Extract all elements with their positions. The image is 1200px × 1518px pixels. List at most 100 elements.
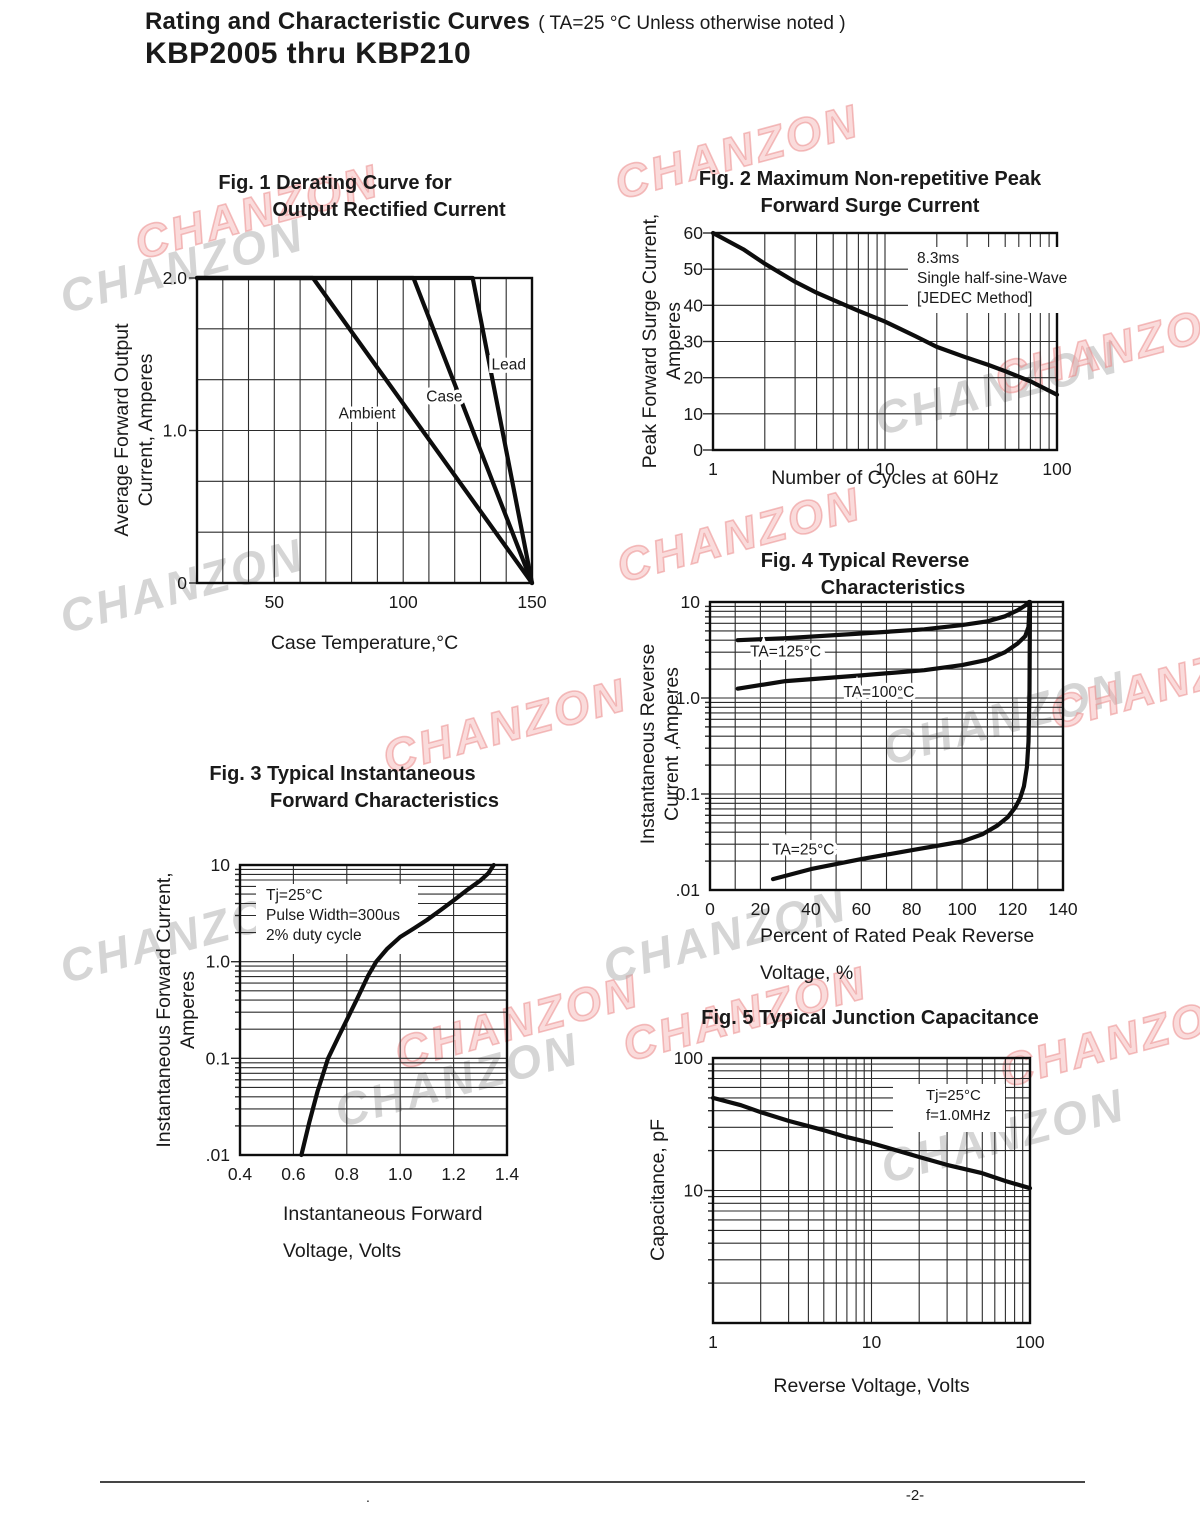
fig5-title: Fig. 5 Typical Junction Capacitance xyxy=(625,1005,1115,1032)
x-tick-label: 20 xyxy=(751,899,771,919)
fig3-title: Fig. 3 Typical Instantaneous Forward Char… xyxy=(145,761,540,815)
x-tick-label: 1.4 xyxy=(495,1164,520,1184)
y-tick-label: 0.1 xyxy=(676,784,700,804)
x-tick-label: 50 xyxy=(265,592,285,612)
x-tick-label: 60 xyxy=(852,899,872,919)
title-line: Output Rectified Current xyxy=(272,199,506,221)
curve-label: Ambient xyxy=(339,405,397,422)
plot-border xyxy=(708,600,1065,892)
fig2-x-axis-label: Number of Cycles at 60Hz xyxy=(713,466,1057,490)
fig3-plot: Tj=25°C Pulse Width=300us 2% duty cycle 0.4… xyxy=(206,855,520,1184)
fig2-plot: 8.3ms Single half-sine-Wave [JEDEC Method]… xyxy=(684,223,1072,479)
annotation-text: Tj=25°C xyxy=(926,1087,981,1104)
annotation-text: Pulse Width=300us xyxy=(266,907,400,924)
x-tick-label: 0.4 xyxy=(228,1164,253,1184)
x-axis-label-line: Instantaneous Forward xyxy=(283,1203,483,1225)
plot-border xyxy=(238,863,509,1157)
x-axis-label-line: Case Temperature,°C xyxy=(270,632,459,654)
x-axis-label-line: Voltage, % xyxy=(760,962,854,984)
x-tick-label: 100 xyxy=(389,592,418,612)
tick-labels: 0 20 40 60 80 100 120 140 10 1.0 0.1 .01 xyxy=(676,592,1078,919)
x-axis-label-line: Voltage, Volts xyxy=(283,1240,402,1262)
tick-labels: 50 100 150 2.0 1.0 0 xyxy=(163,268,547,612)
fig4-x-axis-label: Percent of Rated Peak Reverse Voltage, % xyxy=(760,918,1090,992)
y-tick-label: 30 xyxy=(684,332,704,352)
fig1-plot: Ambient Case Lead 50 100 150 2.0 1.0 0 xyxy=(163,268,547,612)
y-tick-label: 10 xyxy=(211,855,231,875)
y-tick-label: 10 xyxy=(684,1181,704,1201)
page-number: -2- xyxy=(905,1487,925,1504)
curve-label: TA=25°C xyxy=(772,841,834,858)
x-tick-label: 80 xyxy=(902,899,922,919)
series-forward-voltage xyxy=(299,862,496,1158)
fig3-x-axis-label: Instantaneous Forward Voltage, Volts xyxy=(283,1196,593,1270)
y-tick-label: 2.0 xyxy=(163,268,188,288)
curve-label: Lead xyxy=(492,357,526,374)
x-tick-label: 1 xyxy=(708,1332,718,1352)
x-tick-label: 10 xyxy=(862,1332,882,1352)
series-surge-current xyxy=(710,230,1060,397)
y-tick-label: 0.1 xyxy=(206,1048,230,1068)
series-TA-125C xyxy=(735,599,1032,643)
series-Lead xyxy=(194,275,535,586)
fig2-title: Fig. 2 Maximum Non-repetitive Peak Forwar… xyxy=(650,166,1090,220)
y-tick-label: 1.0 xyxy=(163,421,188,441)
title-line: Fig. 3 Typical Instantaneous xyxy=(209,763,476,785)
fig4-plot: TA=125°C TA=100°C TA=25°C 0 20 40 60 80 100 120 14… xyxy=(676,592,1078,919)
title-line: Fig. 1 Derating Curve for xyxy=(218,172,452,194)
x-tick-label: 0 xyxy=(705,899,715,919)
annotation: Tj=25°C Pulse Width=300us 2% duty cycle xyxy=(256,884,418,954)
footer-dot: . xyxy=(366,1489,370,1505)
x-tick-label: 1.0 xyxy=(388,1164,413,1184)
y-tick-label: 0 xyxy=(693,440,703,460)
fig5-plot: Tj=25°C f=1.0MHz 1 10 100 100 10 xyxy=(674,1048,1045,1352)
plot-border xyxy=(711,1056,1032,1325)
title-line: Characteristics xyxy=(820,577,966,599)
y-tick-label: 50 xyxy=(684,259,704,279)
page-title: Rating and Characteristic Curves xyxy=(145,8,531,35)
y-tick-label: 100 xyxy=(674,1048,703,1068)
x-tick-label: 10 xyxy=(875,459,895,479)
annotation-text: 2% duty cycle xyxy=(266,927,362,944)
x-tick-label: 100 xyxy=(1015,1332,1044,1352)
x-tick-label: 150 xyxy=(517,592,546,612)
tick-labels: 0.4 0.6 0.8 1.0 1.2 1.4 10 1.0 0.1 .01 xyxy=(206,855,520,1184)
series-TA-100C xyxy=(735,599,1032,691)
fig1-title: Fig. 1 Derating Curve for Output Rectifie… xyxy=(155,170,515,224)
x-axis-label-line: Reverse Voltage, Volts xyxy=(773,1375,970,1397)
annotation-text: [JEDEC Method] xyxy=(917,290,1032,307)
x-tick-label: 100 xyxy=(1042,459,1071,479)
fig1-x-axis-label: Case Temperature,°C xyxy=(197,631,532,655)
title-line: Fig. 2 Maximum Non-repetitive Peak xyxy=(698,168,1042,190)
header-title-row: Rating and Characteristic Curves ( TA=25… xyxy=(145,8,846,36)
y-tick-label: 0 xyxy=(177,573,187,593)
series-junction-capacitance xyxy=(710,1095,1033,1191)
y-tick-label: 60 xyxy=(684,223,704,243)
y-tick-label: .01 xyxy=(676,880,700,900)
curve-label: TA=125°C xyxy=(750,644,821,661)
annotation-text: f=1.0MHz xyxy=(926,1107,991,1124)
tick-labels: 1 10 100 100 10 xyxy=(674,1048,1045,1352)
y-tick-label: 10 xyxy=(681,592,701,612)
y-tick-label: 20 xyxy=(684,368,704,388)
annotation-text: Tj=25°C xyxy=(266,887,323,904)
annotation-box xyxy=(256,884,418,954)
page-title-note: ( TA=25 °C Unless otherwise noted ) xyxy=(538,13,846,34)
page-subtitle: KBP2005 thru KBP210 xyxy=(145,37,472,70)
fig4-title: Fig. 4 Typical Reverse Characteristics xyxy=(655,548,1075,602)
annotation-text: Single half-sine-Wave xyxy=(917,270,1067,287)
annotation: Tj=25°C f=1.0MHz xyxy=(893,1084,1005,1132)
y-tick-label: 1.0 xyxy=(676,688,701,708)
y-tick-label: 1.0 xyxy=(206,952,231,972)
title-line: Fig. 5 Typical Junction Capacitance xyxy=(701,1007,1039,1029)
y-tick-label: 10 xyxy=(684,404,704,424)
x-tick-label: 140 xyxy=(1048,899,1077,919)
grid xyxy=(713,1058,1030,1323)
x-tick-label: 100 xyxy=(947,899,976,919)
x-axis-label-line: Number of Cycles at 60Hz xyxy=(771,467,999,489)
footer-rule xyxy=(100,1481,1085,1483)
x-tick-label: 0.6 xyxy=(281,1164,305,1184)
title-line: Fig. 4 Typical Reverse xyxy=(760,550,970,572)
curve-label: TA=100°C xyxy=(843,684,914,701)
